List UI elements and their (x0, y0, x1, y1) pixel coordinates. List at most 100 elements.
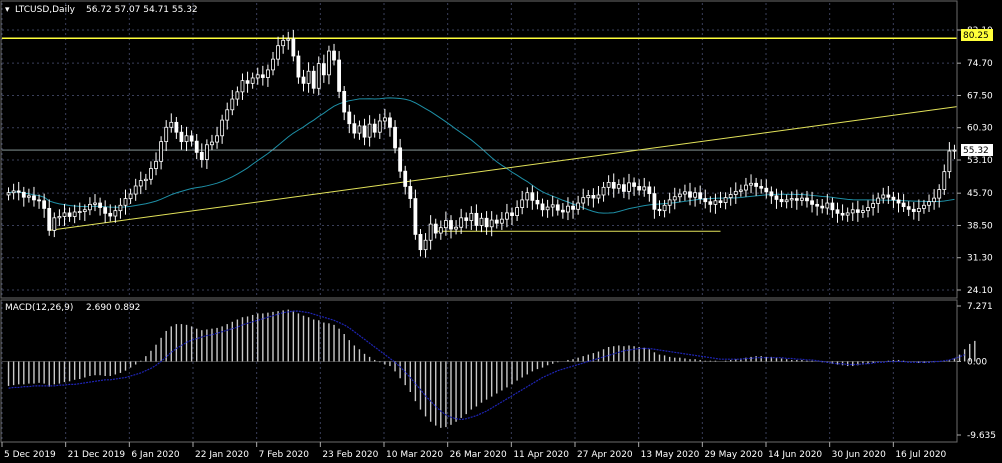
candle-body (286, 38, 291, 41)
candle-body (67, 212, 72, 217)
macd-tick-label: 7.271 (967, 302, 993, 312)
moving-average-lines (8, 97, 955, 214)
candle-body (474, 212, 479, 226)
candle-body (632, 182, 636, 187)
candlestick-series[interactable] (6, 30, 957, 258)
candle-body (855, 209, 860, 213)
candle-body (611, 182, 616, 189)
moving-average-line (8, 97, 955, 214)
candle-body (901, 202, 906, 208)
macd-label: MACD(12,26,9) (5, 303, 73, 313)
candle-body (505, 212, 509, 220)
candle-body (738, 189, 743, 192)
macd-histogram[interactable] (2, 309, 976, 428)
candle-body (88, 203, 92, 211)
trendline-layer (2, 37, 958, 232)
candle-body (744, 184, 748, 191)
candle-body (764, 187, 769, 193)
candle-body (723, 197, 728, 203)
candle-body (164, 126, 169, 143)
candle-body (840, 212, 845, 216)
candle-body (779, 199, 784, 203)
date-tick-label: 13 May 2020 (641, 450, 700, 460)
candle-body (830, 202, 835, 211)
candle-body (683, 191, 687, 195)
candle-body (240, 80, 245, 93)
candle-body (11, 190, 16, 194)
candle-body (642, 186, 647, 191)
candle-body (296, 55, 301, 78)
candle-body (794, 198, 799, 201)
candle-body (606, 182, 611, 188)
candle-body (677, 193, 682, 198)
candle-body (728, 194, 733, 199)
candle-body (382, 117, 387, 122)
candle-body (260, 74, 265, 78)
date-tick-label: 10 Mar 2020 (386, 450, 443, 460)
candle-body (484, 217, 489, 228)
candle-body (179, 131, 184, 143)
collapse-arrow-icon[interactable]: ▾ (5, 5, 10, 15)
candle-body (32, 195, 36, 201)
candle-body (413, 198, 418, 235)
price-tick-label: 24.10 (967, 286, 993, 296)
candle-body (143, 178, 148, 182)
price-panel-frame (0, 0, 958, 299)
candle-body (77, 211, 82, 213)
candle-body (479, 217, 484, 226)
candle-body (149, 168, 153, 180)
candle-body (657, 208, 662, 212)
candle-body (881, 194, 886, 199)
candle-body (418, 234, 423, 251)
candle-body (266, 69, 270, 78)
current-price-badge: 55.32 (963, 146, 989, 156)
current-price-badge-bg (961, 144, 993, 156)
candle-body (306, 70, 311, 84)
candle-body (825, 202, 830, 209)
candle-body (388, 117, 392, 128)
candle-body (276, 45, 280, 60)
candle-body (250, 77, 255, 84)
macd-tick-label: 0.00 (967, 357, 987, 367)
candle-body (581, 197, 586, 204)
candle-body (627, 182, 631, 192)
candle-body (698, 192, 703, 199)
candle-body (550, 204, 555, 208)
candle-body (525, 192, 530, 201)
candle-body (850, 209, 855, 214)
candle-body (662, 204, 667, 212)
candle-body (586, 195, 591, 199)
candle-body (810, 200, 814, 205)
candle-body (947, 150, 952, 173)
candle-body (749, 182, 753, 186)
candle-body (937, 189, 942, 199)
candle-body (327, 50, 331, 76)
candle-body (16, 190, 21, 193)
candle-body (428, 223, 433, 241)
candle-body (621, 184, 626, 192)
date-tick-label: 7 Feb 2020 (259, 450, 310, 460)
candle-body (520, 199, 525, 208)
candle-body (784, 199, 789, 203)
candle-body (57, 216, 62, 219)
symbol-label: LTCUSD,Daily (15, 5, 76, 15)
date-tick-label: 21 Dec 2019 (68, 450, 126, 460)
date-tick-label: 14 Jun 2020 (768, 450, 822, 460)
candle-body (886, 194, 891, 198)
candle-body (845, 212, 850, 216)
candle-body (215, 135, 219, 143)
candle-body (52, 217, 57, 231)
candle-body (489, 219, 494, 228)
candle-body (47, 208, 52, 231)
candle-body (942, 171, 947, 190)
candle-body (571, 205, 575, 210)
candle-body (210, 141, 214, 146)
candle-body (403, 170, 408, 187)
candle-body (815, 203, 820, 207)
candle-body (372, 123, 377, 133)
resistance-badge-bg (961, 29, 993, 41)
candle-body (469, 212, 474, 221)
candle-body (128, 193, 133, 199)
chart-grid (1, 3, 957, 441)
